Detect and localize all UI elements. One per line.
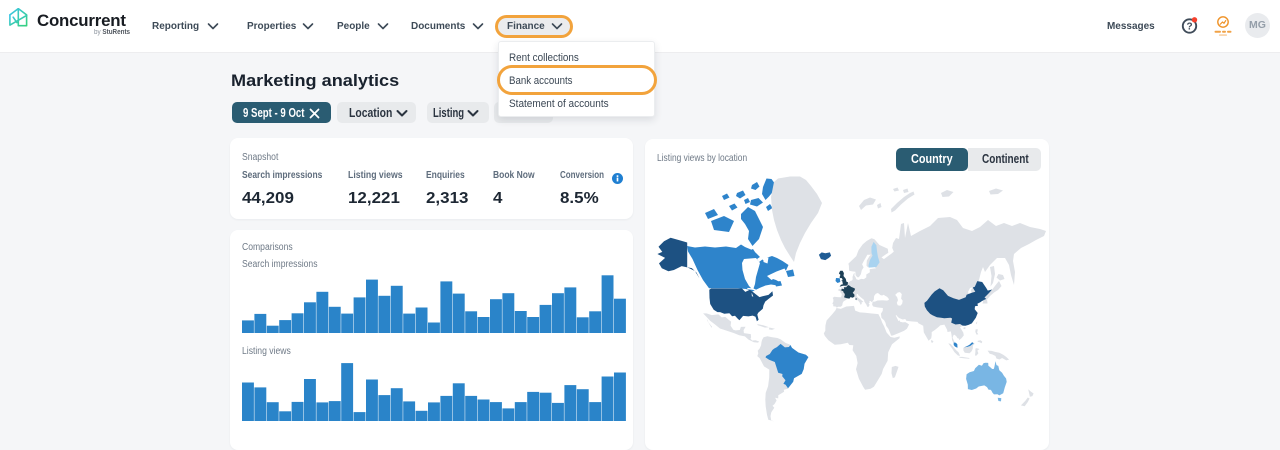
svg-text:?: ?: [1186, 22, 1192, 33]
